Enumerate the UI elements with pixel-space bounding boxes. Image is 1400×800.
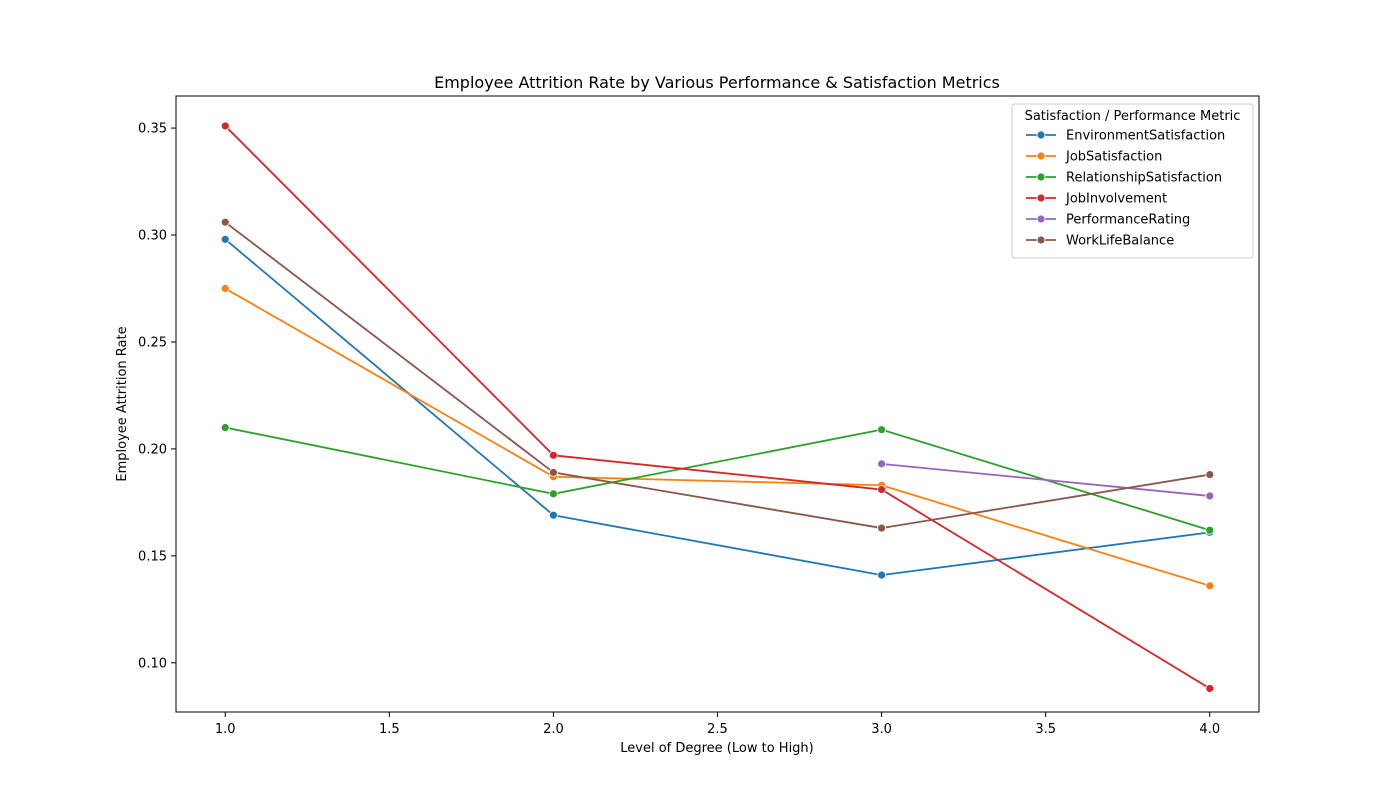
series-line-relationship-satisfaction — [224, 426, 1211, 532]
legend-entry-relationship-satisfaction: RelationshipSatisfaction — [1066, 171, 1222, 186]
y-tick-label: 0.20 — [138, 442, 167, 457]
legend-swatch-marker-relationship-satisfaction — [1036, 172, 1046, 182]
data-point-relationship-satisfaction — [220, 423, 230, 432]
y-axis-label: Employee Attrition Rate — [115, 326, 130, 481]
data-point-job-involvement — [549, 450, 558, 460]
legend-swatch-marker-job-satisfaction — [1036, 151, 1046, 161]
legend-swatch-marker-work-life-balance — [1036, 235, 1046, 245]
x-tick-label: 2.5 — [707, 722, 728, 737]
series-line-job-involvement — [223, 124, 1212, 690]
x-tick-label: 1.5 — [379, 722, 400, 737]
data-point-work-life-balance — [220, 217, 230, 227]
legend-entry-job-involvement: JobInvolvement — [1065, 192, 1167, 207]
data-point-performance-rating — [877, 459, 886, 469]
data-point-work-life-balance — [1205, 470, 1215, 479]
data-point-relationship-satisfaction — [549, 489, 558, 499]
data-point-work-life-balance — [549, 468, 558, 477]
x-tick-label: 1.0 — [215, 722, 236, 737]
data-point-job-involvement — [877, 485, 886, 494]
data-point-job-satisfaction — [1205, 581, 1215, 591]
y-tick-label: 0.35 — [138, 122, 167, 137]
legend-entry-performance-rating: PerformanceRating — [1066, 213, 1190, 228]
data-point-job-involvement — [1205, 684, 1215, 693]
series-line-performance-rating — [880, 462, 1211, 497]
data-point-performance-rating — [1205, 491, 1215, 501]
data-point-work-life-balance — [877, 523, 886, 533]
legend-title: Satisfaction / Performance Metric — [1025, 109, 1241, 124]
legend-swatch-marker-job-involvement — [1036, 193, 1046, 203]
data-point-environment-satisfaction — [877, 570, 886, 580]
plot-area: 1.0 1.5 2.0 2.5 3.0 3.5 4.0 0.10 0.15 0.20 0.25 0.3… — [138, 95, 1260, 737]
legend: Satisfaction / Performance Metric Environ… — [1011, 103, 1254, 259]
y-tick-label: 0.15 — [138, 549, 167, 564]
x-tick-label: 3.5 — [1035, 722, 1056, 737]
legend-swatch-marker-performance-rating — [1036, 214, 1046, 224]
series-line-environment-satisfaction — [223, 238, 1211, 577]
data-point-job-involvement — [220, 121, 230, 131]
legend-entry-environment-satisfaction: EnvironmentSatisfaction — [1066, 129, 1225, 144]
x-tick-label: 4.0 — [1199, 722, 1220, 737]
legend-box — [1011, 103, 1254, 259]
chart-title: Employee Attrition Rate by Various Perfo… — [434, 73, 1000, 92]
data-point-relationship-satisfaction — [877, 425, 886, 435]
data-point-relationship-satisfaction — [1205, 525, 1215, 535]
y-tick-label: 0.10 — [138, 656, 167, 671]
data-point-environment-satisfaction — [549, 510, 558, 520]
data-point-job-satisfaction — [220, 284, 230, 293]
y-tick-label: 0.30 — [138, 229, 167, 244]
data-point-environment-satisfaction — [220, 234, 230, 244]
y-tick-label: 0.25 — [138, 335, 167, 350]
series-line-work-life-balance — [223, 220, 1211, 529]
x-axis-label: Level of Degree (Low to High) — [620, 741, 814, 756]
legend-entry-work-life-balance: WorkLifeBalance — [1066, 234, 1174, 249]
x-tick-label: 2.0 — [543, 722, 564, 737]
legend-entry-job-satisfaction: JobSatisfaction — [1065, 150, 1162, 165]
legend-swatch-marker-environment-satisfaction — [1036, 130, 1046, 140]
x-tick-label: 3.0 — [871, 722, 892, 737]
series-line-job-satisfaction — [224, 287, 1211, 587]
